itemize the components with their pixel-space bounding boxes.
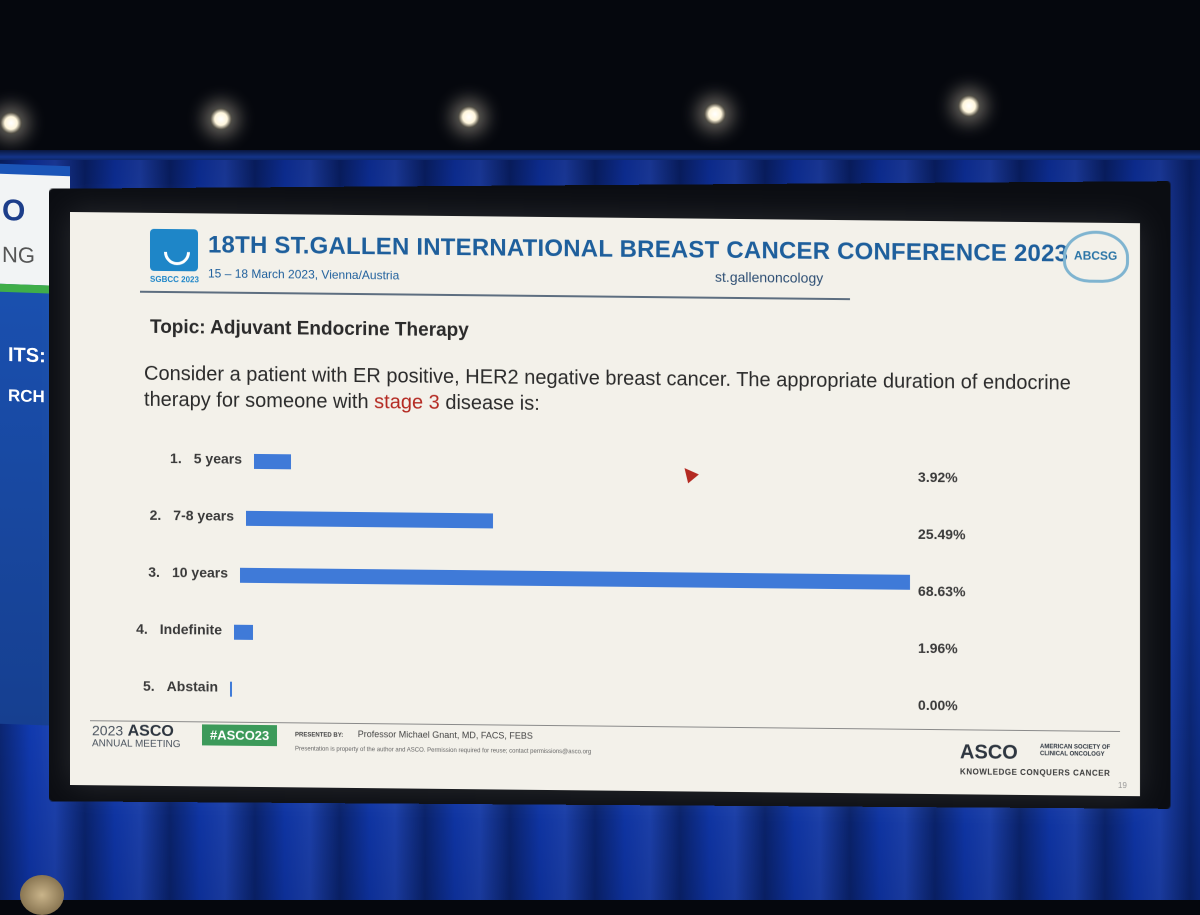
bar-number: 4. [136,620,148,637]
bar-number: 1. [170,450,182,467]
question-text: Consider a patient with ER positive, HER… [144,361,1104,423]
bar-value-label: 0.00% [918,696,958,714]
meeting-sub: ANNUAL MEETING [92,738,181,751]
hashtag-badge: #ASCO23 [202,724,278,747]
bar-category: 7-8 years [173,507,234,524]
bar [240,567,910,590]
bar-label: 1. 5 years [170,450,242,467]
bar-category: 10 years [171,564,228,581]
slide-topic: Topic: Adjuvant Endocrine Therapy [150,316,469,342]
bar-number: 3. [148,563,160,580]
pointer-cursor-icon [679,463,699,484]
audience-head [20,875,64,915]
presented-by: PRESENTED BY: Professor Michael Gnant, M… [295,728,533,741]
page-number: 19 [1118,780,1127,791]
bar-category: 5 years [193,450,242,467]
banner-text: O [2,193,26,228]
slide-header: 18TH ST.GALLEN INTERNATIONAL BREAST CANC… [140,220,1068,301]
meeting-name: ASCO [127,722,174,741]
bar [234,624,254,640]
bar [230,681,232,697]
bar [246,510,493,529]
abcsg-logo-text: ABCSG [1074,248,1118,263]
bar-value-label: 68.63% [918,582,966,600]
presentation-slide: SGBCC 2023 18TH ST.GALLEN INTERNATIONAL … [70,212,1140,797]
asco-tagline: KNOWLEDGE CONQUERS CANCER [960,767,1111,778]
permission-notice: Presentation is property of the author a… [295,746,592,756]
question-part: Consider a patient with ER positive, HER… [144,362,1071,414]
stage-light [210,108,232,130]
bar-label: 4. Indefinite [136,621,222,638]
bar-value-label: 1.96% [918,639,958,657]
asco-logo-text: ASCO [960,741,1018,764]
presenter-name: Professor Michael Gnant, MD, FACS, FEBS [357,729,533,741]
stage-light [0,112,22,134]
presented-by-label: PRESENTED BY: [295,732,344,739]
bar-category: Indefinite [159,620,222,638]
conference-title: 18TH ST.GALLEN INTERNATIONAL BREAST CANC… [208,231,1069,268]
abcsg-logo-icon: ABCSG [1063,230,1129,284]
asco-full-name: AMERICAN SOCIETY OF CLINICAL ONCOLOGY [1040,744,1111,758]
bar-number: 5. [142,677,155,694]
question-highlight: stage 3 [374,391,440,414]
bar-label: 5. Abstain [143,678,218,695]
bar-number: 2. [149,506,162,523]
bar-label: 3. 10 years [148,564,228,581]
meeting-year: 2023 [92,722,124,739]
stage-light [704,103,726,125]
st-gallen-oncology-logo: st.gallenoncology [715,268,824,286]
stage-light [958,95,980,117]
asco-annual-meeting-logo: 2023 ASCO ANNUAL MEETING [92,722,181,750]
conference-subtitle: 15 – 18 March 2023, Vienna/Austria [208,266,400,283]
bar-label: 2. 7-8 years [150,507,234,524]
question-part: disease is: [439,391,540,415]
bar [254,453,292,470]
stage-light [458,106,480,128]
asco-logo: ASCO AMERICAN SOCIETY OF CLINICAL ONCOLO… [960,741,1110,778]
bar-value-label: 3.92% [918,468,958,486]
bar-value-label: 25.49% [918,525,966,543]
banner-text: NG [2,241,35,268]
bar-category: Abstain [166,678,218,695]
banner-text: ITS: [8,344,46,368]
banner-text: RCH [8,386,45,407]
